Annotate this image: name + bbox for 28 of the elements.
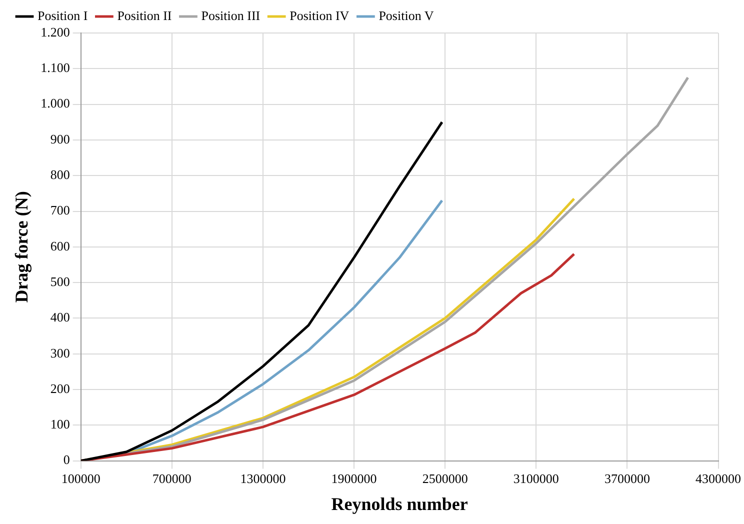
y-axis-title: Drag force (N)	[11, 191, 32, 303]
y-tick-label: 100	[50, 416, 70, 432]
legend-label: Position III	[201, 8, 260, 23]
y-tick-label: 300	[50, 345, 70, 360]
legend-label: Position I	[38, 8, 88, 23]
x-axis-title: Reynolds number	[331, 494, 468, 514]
x-tick-label: 3100000	[513, 471, 559, 486]
y-tick-label: 0	[63, 452, 70, 468]
y-tick-label: 1.000	[40, 96, 70, 111]
y-tick-label: 900	[50, 131, 70, 146]
y-tick-label: 700	[50, 202, 70, 218]
x-tick-label: 4300000	[696, 471, 741, 486]
x-tick-label: 2500000	[422, 471, 468, 486]
y-tick-label: 200	[50, 380, 70, 396]
legend-label: Position IV	[290, 8, 350, 23]
legend-label: Position II	[117, 8, 172, 23]
y-tick-label: 600	[50, 238, 70, 254]
x-tick-label: 1300000	[240, 471, 286, 486]
y-tick-label: 500	[50, 274, 70, 289]
y-tick-label: 1.100	[40, 60, 70, 76]
legend-label: Position V	[378, 8, 434, 23]
x-tick-label: 700000	[152, 471, 192, 486]
y-tick-label: 400	[50, 310, 70, 325]
y-tick-label: 800	[50, 167, 70, 182]
x-tick-label: 1900000	[331, 471, 377, 486]
x-tick-label: 3700000	[604, 471, 650, 486]
x-tick-label: 100000	[61, 471, 100, 486]
y-tick-label: 1.200	[40, 24, 70, 40]
